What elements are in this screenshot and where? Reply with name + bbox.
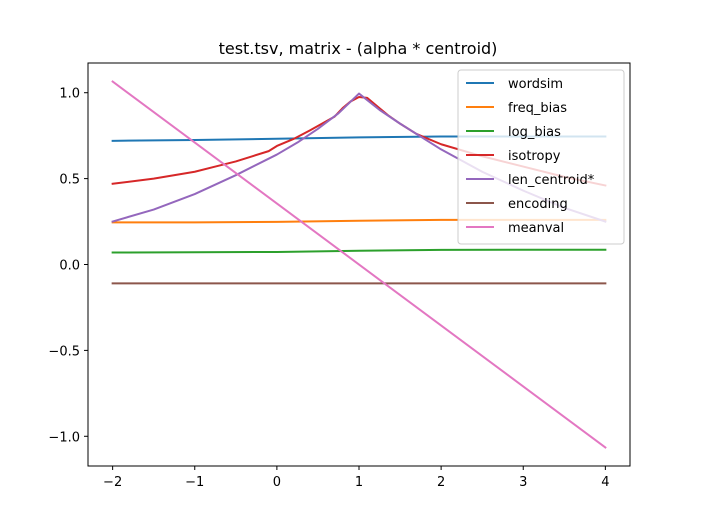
legend-label: meanval	[508, 221, 564, 236]
y-tick-label: −0.5	[48, 344, 80, 359]
legend-label: isotropy	[508, 149, 561, 164]
x-axis: −2 −1 0 1 2 3 4	[103, 466, 610, 490]
x-tick-label: −1	[185, 475, 204, 490]
legend-label: freq_bias	[508, 101, 567, 116]
y-tick-label: 0.0	[59, 259, 80, 274]
x-tick-label: 2	[437, 475, 445, 490]
x-tick-label: 4	[601, 475, 609, 490]
y-tick-label: −1.0	[48, 430, 80, 445]
series-line-meanval	[111, 80, 607, 449]
x-tick-label: −2	[103, 475, 122, 490]
x-tick-label: 1	[355, 475, 363, 490]
chart-title: test.tsv, matrix - (alpha * centroid)	[219, 39, 498, 58]
legend-label: len_centroid*	[508, 173, 595, 188]
legend-label: log_bias	[508, 125, 561, 140]
y-axis: −1.0 −0.5 0.0 0.5 1.0	[48, 87, 88, 445]
y-tick-label: 1.0	[59, 87, 80, 102]
legend-label: encoding	[508, 197, 568, 212]
legend-label: wordsim	[508, 77, 563, 92]
series-line-log-bias	[111, 248, 607, 254]
legend: wordsim freq_bias log_bias isotropy len_cent…	[457, 69, 625, 245]
x-tick-label: 0	[273, 475, 281, 490]
legend-box	[457, 69, 625, 245]
y-tick-label: 0.5	[59, 173, 80, 188]
series-layer	[111, 80, 607, 449]
x-tick-label: 3	[519, 475, 527, 490]
